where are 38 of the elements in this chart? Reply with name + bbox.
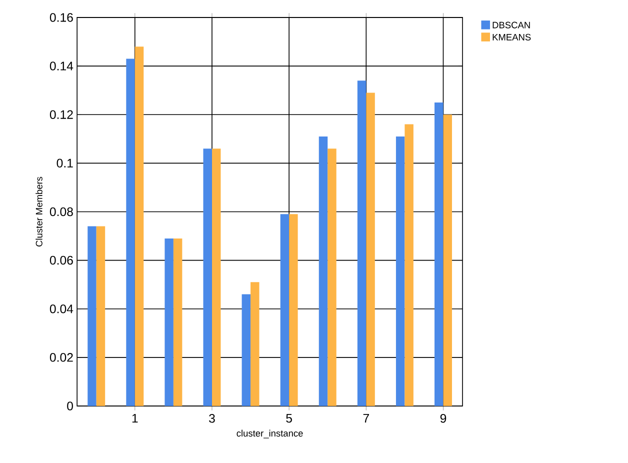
- bar: [366, 92, 375, 406]
- y-tick-label: 0.16: [50, 13, 73, 22]
- bar: [88, 226, 96, 406]
- bar: [212, 148, 221, 406]
- x-tick-label: 9: [440, 414, 446, 423]
- bar: [404, 124, 414, 406]
- bar: [328, 148, 336, 406]
- x-tick-label: 5: [286, 414, 292, 423]
- bar: [396, 136, 405, 406]
- y-tick-label: 0.14: [50, 62, 74, 71]
- y-tick-label: 0.1: [56, 159, 73, 168]
- bar: [280, 214, 290, 406]
- y-tick-label: 0.06: [50, 256, 73, 265]
- bar: [173, 238, 182, 406]
- x-tick-label: 3: [209, 414, 215, 423]
- bar: [126, 58, 135, 406]
- legend-label: DBSCAN: [492, 22, 530, 29]
- bar: [250, 282, 260, 406]
- y-tick-label: 0.12: [50, 110, 73, 120]
- bar: [164, 238, 174, 406]
- y-tick-label: 0.02: [50, 353, 73, 362]
- bar: [434, 102, 444, 406]
- bar: [443, 114, 452, 406]
- x-axis-title: cluster_instance: [236, 430, 303, 439]
- bar: [289, 214, 298, 406]
- y-tick-label: 0: [67, 402, 73, 411]
- bar: [318, 136, 328, 406]
- bar: [242, 294, 251, 406]
- bar: [96, 226, 106, 406]
- y-tick-label: 0.08: [50, 208, 73, 216]
- y-tick-label: 0.04: [50, 304, 74, 314]
- x-tick-label: 7: [363, 414, 369, 423]
- x-tick-label: 1: [132, 414, 138, 423]
- y-axis-title: Cluster Members: [36, 177, 42, 247]
- bar: [203, 148, 212, 406]
- bar: [357, 80, 366, 406]
- legend-label: KMEANS: [492, 34, 531, 41]
- bar: [134, 46, 144, 406]
